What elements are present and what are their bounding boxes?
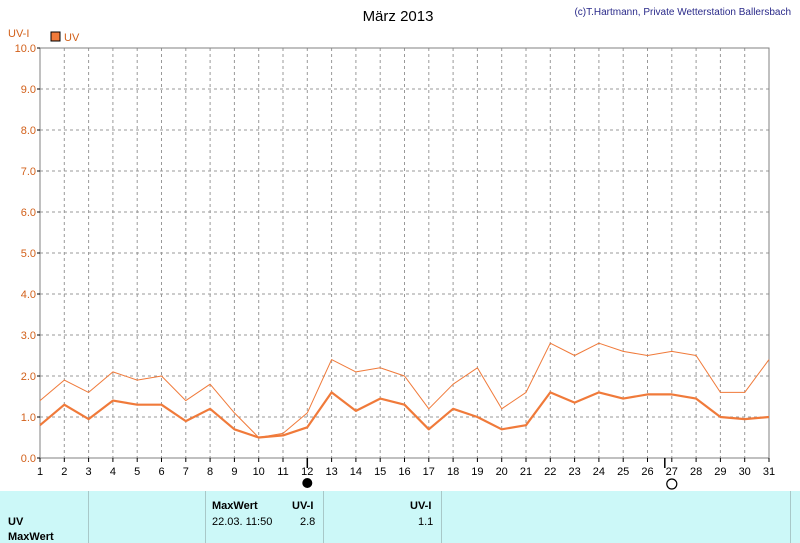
x-tick-label: 22 (544, 466, 556, 478)
y-tick-labels: 0.0 1.0 2.0 3.0 4.0 5.0 6.0 7.0 8.0 9.0 10.0 (15, 43, 40, 465)
x-tick-label: 28 (690, 466, 702, 478)
y-tick-label: 8.0 (21, 125, 36, 137)
table-max-datetime: 22.03. 11:50 (212, 516, 273, 528)
new-moon-icon (302, 478, 313, 488)
x-tick-label: 6 (158, 466, 164, 478)
chart-title: März 2013 (363, 8, 434, 25)
y-tick-label: 3.0 (21, 330, 36, 342)
series-line-daily-mean (39, 391, 770, 439)
table-header-unit-max: UV-I (292, 500, 314, 512)
x-tick-label: 26 (641, 466, 653, 478)
y-tick-label: 5.0 (21, 248, 36, 260)
y-tick-label: 9.0 (21, 84, 36, 96)
x-tick-label: 31 (763, 466, 775, 478)
summary-table: MaxWert UV-I UV-I UV 22.03. 11:50 2.8 1.… (0, 491, 800, 543)
grid (39, 47, 770, 459)
table-separator (323, 491, 324, 543)
x-tick-label: 8 (207, 466, 213, 478)
table-separator (88, 491, 89, 543)
x-tick-label: 11 (277, 466, 288, 478)
series-line-daily-max (39, 342, 770, 438)
table-header-maxwert: MaxWert (212, 500, 258, 512)
x-tick-label: 17 (423, 466, 435, 478)
y-tick-label: 0.0 (21, 453, 36, 465)
x-tick-label: 21 (520, 466, 532, 478)
y-axis-label: UV-I (8, 28, 29, 40)
x-tick-label: 13 (325, 466, 337, 478)
y-tick-label: 2.0 (21, 371, 36, 383)
x-tick-label: 20 (496, 466, 508, 478)
table-separator (790, 491, 791, 543)
x-tick-label: 23 (568, 466, 580, 478)
x-tick-label: 24 (593, 466, 605, 478)
y-tick-label: 4.0 (21, 289, 36, 301)
y-tick-label: 6.0 (21, 207, 36, 219)
y-tick-label: 7.0 (21, 166, 36, 178)
table-row-label-uv: UV (8, 516, 24, 528)
x-tick-label: 10 (253, 466, 265, 478)
x-tick-label: 12 (301, 466, 313, 478)
x-tick-label: 14 (350, 466, 362, 478)
x-tick-label: 7 (183, 466, 189, 478)
table-mean-value: 1.1 (418, 516, 434, 528)
y-tick-label: 1.0 (21, 412, 36, 424)
table-row-label-maxwert: MaxWert (8, 531, 54, 543)
table-separator (441, 491, 442, 543)
legend-swatch-uv (50, 31, 61, 42)
table-max-value: 2.8 (300, 516, 316, 528)
x-tick-label: 19 (471, 466, 483, 478)
legend-label-uv: UV (64, 32, 80, 44)
x-tick-labels: 1 2 3 4 5 6 7 8 9 10 11 12 13 14 15 16 17 18 19 20 21 22 23 24 2… (37, 458, 775, 478)
x-tick-label: 2 (61, 466, 67, 478)
x-tick-label: 25 (617, 466, 629, 478)
series-lines (39, 342, 770, 439)
x-tick-label: 4 (110, 466, 116, 478)
uv-chart: März 2013 (c)T.Hartmann, Private Wetters… (8, 7, 791, 490)
x-tick-label: 5 (134, 466, 140, 478)
x-tick-label: 15 (374, 466, 386, 478)
full-moon-icon (666, 478, 678, 490)
copyright-text: (c)T.Hartmann, Private Wetterstation Bal… (574, 7, 791, 18)
table-separator (205, 491, 206, 543)
x-tick-label: 1 (37, 466, 43, 478)
y-tick-label: 10.0 (15, 43, 36, 55)
x-tick-label: 29 (714, 466, 726, 478)
x-tick-label: 30 (739, 466, 751, 478)
x-tick-label: 3 (86, 466, 92, 478)
x-tick-label: 16 (398, 466, 410, 478)
moon-phase-markers (302, 458, 678, 490)
x-tick-label: 18 (447, 466, 459, 478)
x-tick-label: 9 (231, 466, 237, 478)
x-tick-label: 27 (666, 466, 678, 478)
table-header-unit-mean: UV-I (410, 500, 432, 512)
